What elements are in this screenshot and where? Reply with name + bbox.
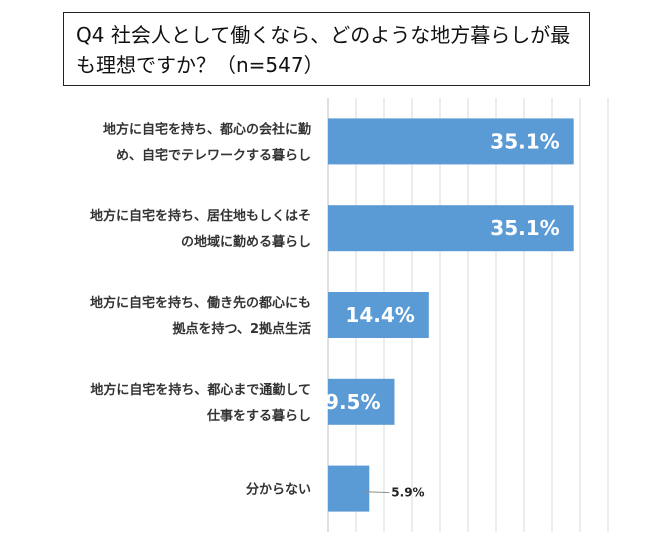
category-label: 仕事をする暮らし [206,408,311,424]
data-label: 14.4% [345,303,414,327]
bar [328,292,429,338]
category-label: 分からない [246,482,311,498]
category-label: 地方に自宅を持ち、都心まで通勤して [90,382,311,398]
bar [328,465,370,512]
category-label: の地域に勤める暮らし [181,234,311,250]
category-label: め、自宅でテレワークする暮らし [116,147,311,163]
category-label: 地方に自宅を持ち、働き先の都心にも [90,295,311,311]
data-label: 9.5% [325,390,380,414]
bar [328,205,574,252]
category-label: 地方に自宅を持ち、都心の会社に勤 [103,121,311,137]
bar [328,378,395,425]
data-label: 35.1% [490,216,559,240]
data-label-leader [363,491,390,494]
category-label: 地方に自宅を持ち、居住地もしくはそ [90,208,311,224]
bar [328,118,574,165]
data-label: 35.1% [490,129,559,153]
data-label: 5.9% [391,486,424,500]
category-label: 拠点を持つ、2拠点生活 [172,321,311,337]
chart-title: Q4 社会人として働くなら、どのような地方暮らしが最も理想ですか？（n=547） [63,12,590,86]
